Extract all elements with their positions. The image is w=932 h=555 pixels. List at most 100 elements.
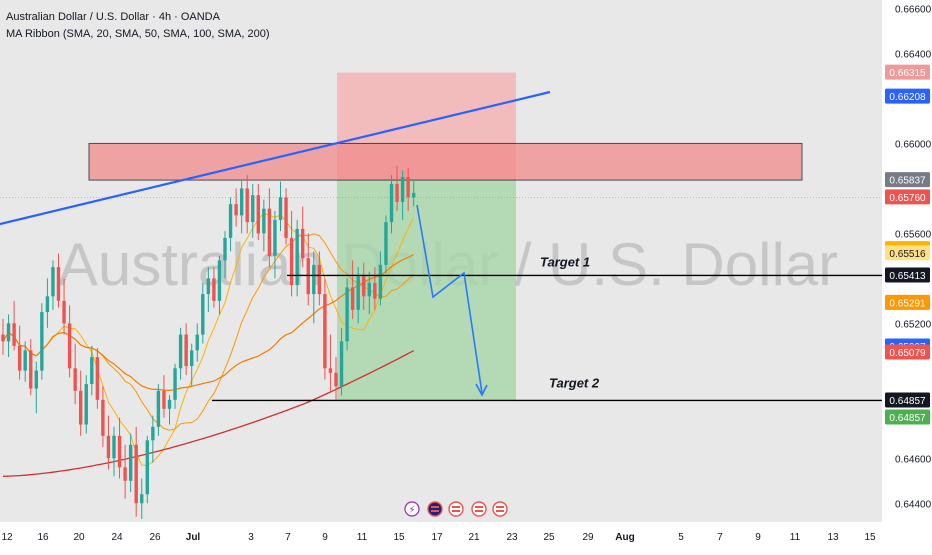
- price-label-badge: [885, 172, 930, 188]
- price-axis[interactable]: 0.66600 0.66400 0.66000 0.65600 0.65200 0.646…: [885, 4, 932, 510]
- flag-stripe: [452, 506, 460, 508]
- flag-stripe: [452, 510, 460, 512]
- time-tick-label: 5: [678, 532, 684, 543]
- candle-body: [362, 276, 366, 297]
- candle-body: [134, 444, 138, 504]
- price-label-badge: [885, 64, 930, 80]
- candle-body: [151, 426, 155, 441]
- candle-body: [234, 204, 238, 216]
- indicator-label[interactable]: MA Ribbon (SMA, 20, SMA, 50, SMA, 100, S…: [6, 28, 270, 40]
- time-tick-label: Aug: [615, 532, 634, 543]
- ascending-trendline: [0, 90, 551, 226]
- candle-body: [140, 494, 144, 504]
- candle-body: [156, 390, 161, 427]
- candle-body: [6, 323, 11, 342]
- price-tick-label: 0.66400: [895, 49, 932, 60]
- candle-body: [145, 440, 149, 495]
- price-tick-label: 0.66000: [895, 139, 932, 150]
- candle-body: [123, 467, 127, 481]
- candle-body: [295, 228, 299, 286]
- price-label-badge: [885, 245, 930, 261]
- flag-stripe: [431, 506, 439, 508]
- time-tick-label: 23: [506, 532, 518, 543]
- time-tick-label: Jul: [186, 532, 201, 543]
- candle-body: [12, 323, 16, 346]
- time-tick-label: 15: [864, 532, 876, 543]
- target-1-label: Target 1: [540, 254, 590, 269]
- us-flag-icon: [448, 501, 464, 517]
- time-tick-label: 29: [582, 532, 594, 543]
- candle-body: [350, 287, 355, 310]
- price-label-text: 0.65079: [889, 348, 926, 359]
- lightning-icon: ⚡: [408, 505, 415, 516]
- candle-body: [1, 334, 5, 342]
- candle-body: [167, 399, 172, 409]
- time-tick-label: 9: [755, 532, 761, 543]
- time-tick-label: 7: [717, 532, 723, 543]
- time-tick-label: 17: [431, 532, 443, 543]
- candle-body: [101, 399, 105, 436]
- price-label-badge: [885, 392, 930, 408]
- flag-stripe: [496, 506, 504, 508]
- flag-stripe: [431, 510, 439, 512]
- flash-event-icon: [404, 501, 420, 517]
- candle-body: [195, 334, 199, 351]
- candle-body: [284, 197, 288, 238]
- candle-body: [29, 350, 33, 389]
- price-label-text: 0.65760: [889, 193, 926, 204]
- candle-body: [406, 177, 410, 198]
- ma-20-line: [2, 212, 415, 467]
- candle-body: [201, 294, 205, 335]
- candle-body: [389, 183, 394, 223]
- candle-body: [40, 312, 44, 371]
- price-label-text: 0.65516: [889, 249, 926, 260]
- candle-body: [79, 390, 83, 425]
- price-axis-background[interactable]: [882, 0, 932, 522]
- candle-body: [301, 228, 305, 259]
- candle-body: [17, 345, 22, 371]
- time-tick-label: 7: [285, 532, 291, 543]
- ma-200-line: [2, 350, 414, 477]
- time-tick-label: 11: [357, 532, 368, 543]
- price-label-text: 0.64857: [889, 413, 926, 424]
- candle-body: [190, 350, 194, 367]
- resistance-zone: [88, 142, 803, 181]
- candle-body: [412, 192, 416, 198]
- candle-body: [312, 264, 316, 295]
- candle-body: [239, 188, 244, 216]
- candle-body: [90, 357, 94, 385]
- time-tick-label: 21: [468, 532, 480, 543]
- candle-body: [184, 334, 188, 367]
- candle-body: [245, 188, 249, 223]
- time-axis[interactable]: 12 16 20 24 26 Jul 3 7 9 11 15 17 21 23 25 29 Aug 5 7 9 11 13…: [1, 532, 876, 543]
- price-label-badge: [885, 344, 930, 360]
- projection-arrowhead: [475, 383, 488, 397]
- time-axis-background[interactable]: [0, 522, 932, 550]
- time-tick-label: 15: [393, 532, 405, 543]
- time-tick-label: 24: [111, 532, 123, 543]
- price-tick-label: 0.65600: [895, 229, 932, 240]
- candle-body: [67, 323, 72, 369]
- target-2-label: Target 2: [549, 375, 600, 390]
- overlays-layer: Target 1 Target 2: [0, 90, 882, 402]
- candle-body: [73, 368, 77, 391]
- candle-body: [317, 264, 322, 295]
- time-tick-label: 9: [322, 532, 328, 543]
- us-flag-icon: [471, 501, 487, 517]
- time-tick-label: 13: [827, 532, 839, 543]
- flag-stripe: [475, 506, 483, 508]
- us-flag-icon: [492, 501, 508, 517]
- candle-body: [384, 222, 388, 265]
- moving-averages-layer: [2, 212, 415, 477]
- candle-body: [212, 278, 216, 301]
- time-tick-label: 16: [37, 532, 49, 543]
- candle-body: [289, 237, 294, 286]
- candle-body: [367, 282, 371, 297]
- candle-body: [45, 296, 50, 313]
- candle-body: [378, 264, 383, 299]
- time-tick-label: 20: [73, 532, 85, 543]
- take-profit-zone: [337, 179, 516, 401]
- price-label-badge: [885, 189, 930, 205]
